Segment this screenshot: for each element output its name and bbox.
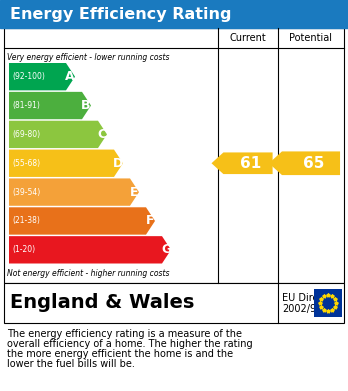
Polygon shape <box>9 236 171 264</box>
Text: (21-38): (21-38) <box>12 217 40 226</box>
Bar <box>4 28 344 283</box>
Polygon shape <box>9 63 75 90</box>
Text: Very energy efficient - lower running costs: Very energy efficient - lower running co… <box>7 53 169 62</box>
Polygon shape <box>9 178 139 206</box>
Text: (1-20): (1-20) <box>12 245 35 254</box>
Text: B: B <box>81 99 91 112</box>
Text: E: E <box>130 186 138 199</box>
Text: the more energy efficient the home is and the: the more energy efficient the home is an… <box>7 349 233 359</box>
Polygon shape <box>9 207 155 235</box>
Text: (55-68): (55-68) <box>12 159 40 168</box>
Polygon shape <box>269 151 340 175</box>
Text: England & Wales: England & Wales <box>10 294 195 312</box>
Text: lower the fuel bills will be.: lower the fuel bills will be. <box>7 359 135 369</box>
Text: Energy Efficiency Rating: Energy Efficiency Rating <box>10 7 231 22</box>
Text: Not energy efficient - higher running costs: Not energy efficient - higher running co… <box>7 269 169 278</box>
Bar <box>314 289 342 317</box>
Text: A: A <box>65 70 75 83</box>
Text: (39-54): (39-54) <box>12 188 40 197</box>
Polygon shape <box>9 121 107 148</box>
Text: (92-100): (92-100) <box>12 72 45 81</box>
Polygon shape <box>9 150 123 177</box>
Text: 61: 61 <box>240 156 261 171</box>
Text: (81-91): (81-91) <box>12 101 40 110</box>
Text: C: C <box>97 128 106 141</box>
Text: overall efficiency of a home. The higher the rating: overall efficiency of a home. The higher… <box>7 339 253 349</box>
Polygon shape <box>212 152 272 174</box>
Text: The energy efficiency rating is a measure of the: The energy efficiency rating is a measur… <box>7 329 242 339</box>
Text: G: G <box>161 243 171 256</box>
Bar <box>0 0 348 28</box>
Text: F: F <box>146 215 154 228</box>
Polygon shape <box>9 92 91 119</box>
Bar <box>4 283 344 323</box>
Text: 65: 65 <box>303 156 325 171</box>
Text: 2002/91/EC: 2002/91/EC <box>282 304 338 314</box>
Text: Current: Current <box>230 33 266 43</box>
Text: Potential: Potential <box>290 33 332 43</box>
Text: (69-80): (69-80) <box>12 130 40 139</box>
Text: D: D <box>113 157 123 170</box>
Text: EU Directive: EU Directive <box>282 293 342 303</box>
